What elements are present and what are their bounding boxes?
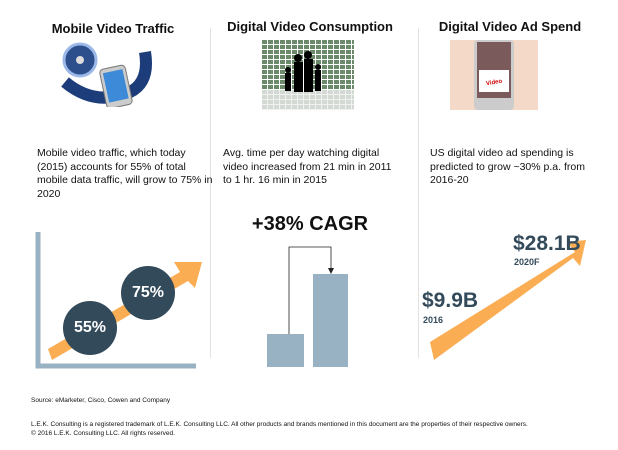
panel-description: Avg. time per day watching digital video… — [223, 147, 392, 186]
family-video-wall-icon — [262, 40, 354, 110]
footer-trademark: L.E.K. Consulting is a registered tradem… — [31, 421, 528, 428]
video-advertising-phone-icon: Video — [450, 40, 538, 110]
end-year: 2020F — [514, 257, 540, 267]
divider — [210, 28, 211, 358]
axis — [35, 232, 196, 369]
panel-title: Digital Video Consumption — [227, 19, 393, 34]
bar-2011 — [267, 334, 304, 367]
divider — [418, 28, 419, 358]
cagr-label: +38% CAGR — [251, 213, 369, 235]
footer-copyright: © 2016 L.E.K. Consulting LLC. All rights… — [31, 430, 175, 437]
source-note: Source: eMarketer, Cisco, Cowen and Comp… — [31, 397, 171, 404]
panel-title: Mobile Video Traffic — [51, 21, 175, 36]
panel-title: Digital Video Ad Spend — [438, 19, 582, 34]
cagr-bracket — [288, 246, 332, 334]
end-value: $28.1B — [513, 232, 581, 255]
end-badge: 75% — [121, 266, 175, 320]
growth-arrow — [430, 240, 586, 360]
start-badge: 55% — [63, 301, 117, 355]
film-reel-smartphone-icon — [61, 42, 152, 107]
start-year: 2016 — [423, 315, 444, 325]
panel-description: Mobile video traffic, which today (2015)… — [37, 147, 213, 200]
panel-description: US digital video ad spending is predicte… — [430, 147, 585, 186]
start-value: $9.9B — [422, 289, 479, 312]
bar-2015 — [313, 274, 348, 367]
svg-text:Video: Video — [486, 79, 503, 88]
